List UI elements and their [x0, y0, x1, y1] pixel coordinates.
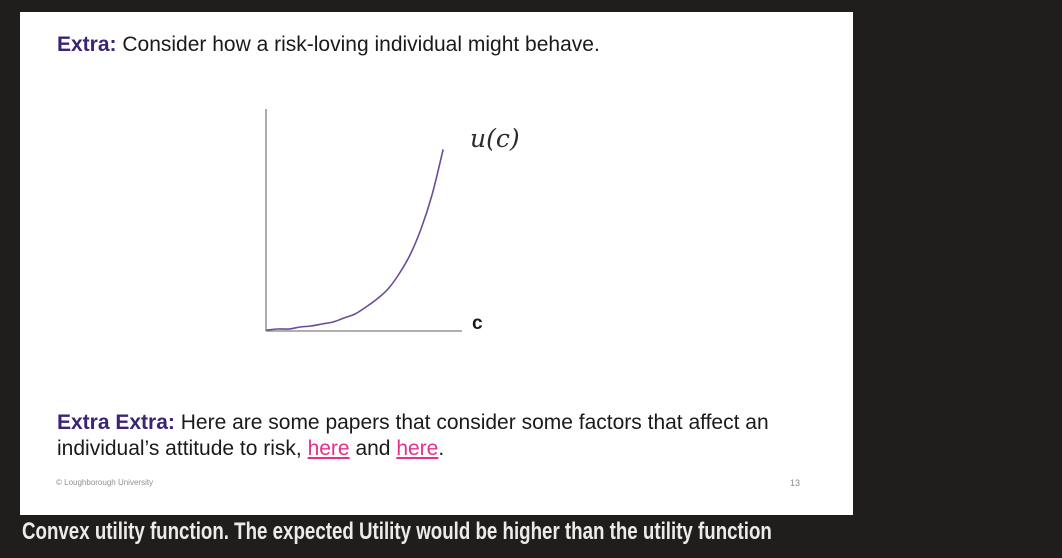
slide-paragraph: Extra Extra: Here are some papers that c… [57, 410, 837, 462]
subtitle-caption: Convex utility function. The expected Ut… [22, 518, 772, 545]
heading-label: Extra: [57, 33, 117, 56]
page-number: 13 [790, 478, 801, 488]
paragraph-between-links: and [349, 437, 397, 460]
heading-text: Consider how a risk-loving individual mi… [116, 33, 600, 56]
copyright-text: © Loughborough University [56, 478, 154, 487]
paragraph-label: Extra Extra: [57, 411, 175, 434]
paragraph-line1: Here are some papers that consider some … [174, 411, 769, 434]
here-link-1[interactable]: here [307, 437, 350, 460]
slide-heading: Extra: Consider how a risk-loving indivi… [57, 32, 600, 58]
x-axis-label: c [472, 313, 483, 334]
utility-curve [266, 149, 444, 331]
paragraph-line2-start: individual’s attitude to risk, [57, 437, 308, 460]
paragraph-period: . [438, 437, 445, 460]
utility-figure-canvas [265, 109, 462, 332]
here-link-2[interactable]: here [396, 437, 439, 460]
presentation-slide: Extra: Consider how a risk-loving indivi… [20, 12, 853, 515]
curve-label: u(c) [470, 124, 520, 153]
